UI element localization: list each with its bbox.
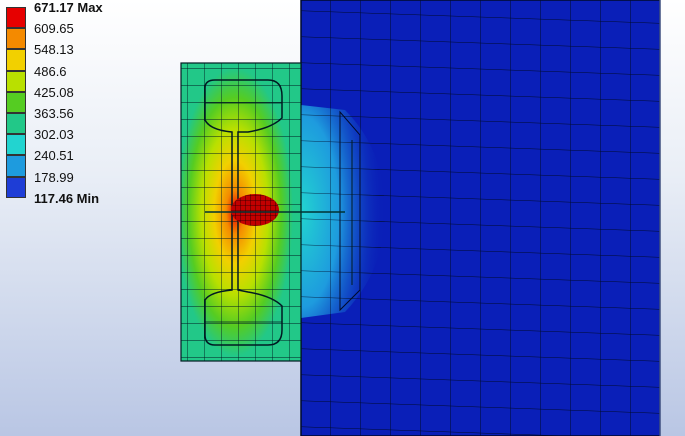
- legend-swatch: [6, 49, 26, 71]
- legend-label: 671.17 Max: [34, 0, 103, 15]
- legend-label: 486.6: [34, 63, 67, 79]
- legend-swatch: [6, 155, 26, 177]
- legend-swatch: [6, 70, 26, 92]
- legend-label: 548.13: [34, 42, 74, 58]
- legend-label: 609.65: [34, 21, 74, 37]
- legend-swatch: [6, 7, 26, 29]
- legend-swatch: [6, 91, 26, 113]
- legend-swatch: [6, 134, 26, 156]
- legend-label: 363.56: [34, 106, 74, 121]
- legend-label: 240.51: [34, 148, 74, 164]
- clamp-part: [180, 62, 345, 362]
- base-plate: [300, 0, 661, 436]
- legend-swatch: [6, 28, 26, 50]
- legend-label: 425.08: [34, 84, 74, 100]
- legend-label: 302.03: [34, 127, 74, 143]
- legend-swatch: [6, 113, 26, 135]
- legend-swatch: [6, 176, 26, 198]
- stress-legend: 671.17 Max 609.65 548.13 486.6 425.08 363.56 3…: [0, 0, 150, 220]
- legend-label: 117.46 Min: [34, 190, 100, 206]
- legend-label: 178.99: [34, 169, 74, 185]
